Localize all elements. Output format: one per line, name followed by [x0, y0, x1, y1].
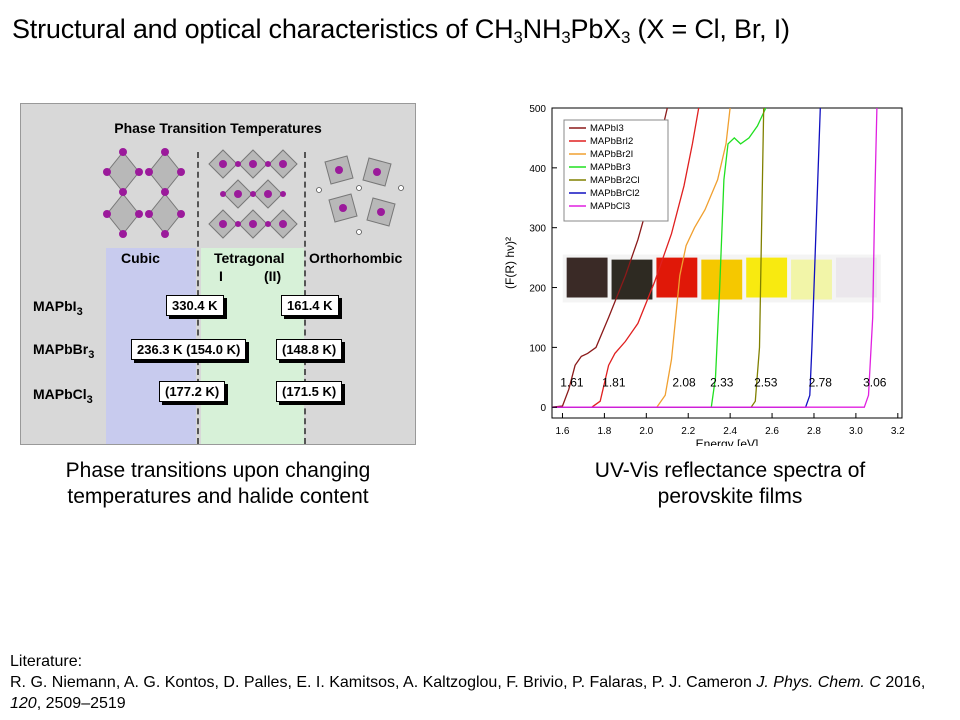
legend-entry: MAPbCl3 [590, 201, 630, 212]
row-label-mapbi3: MAPbI3 [33, 298, 83, 318]
bandgap-annotation: 1.81 [602, 375, 626, 389]
legend-entry: MAPbBr2Cl [590, 175, 640, 186]
film-swatch [566, 257, 608, 298]
right-caption: UV-Vis reflectance spectra of perovskite … [594, 459, 866, 508]
bandgap-annotation: 1.61 [560, 375, 584, 389]
x-tick-label: 2.2 [681, 426, 695, 437]
phase-transition-figure: Phase Transition Temperatures Cubic Tetr… [20, 103, 416, 445]
bandgap-annotation: 2.08 [672, 375, 696, 389]
temp-box-mapbi3-ortho: 161.4 K [281, 295, 339, 316]
row-label-mapbcl3: MAPbCl3 [33, 386, 93, 406]
bandgap-annotation: 2.78 [809, 375, 833, 389]
phase-label-orthorhombic: Orthorhombic [309, 250, 403, 266]
orthorhombic-structure-image [316, 155, 404, 235]
legend-entry: MAPbBrI2 [590, 136, 633, 147]
x-tick-label: 2.8 [807, 426, 821, 437]
y-tick-label: 500 [529, 104, 546, 115]
tetragonal-structure-image [208, 149, 298, 239]
temp-box-mapbcl3-cubic: (177.2 K) [159, 381, 226, 402]
series-line [552, 108, 731, 408]
phase-label-tetragonal: Tetragonal [214, 250, 285, 266]
legend-entry: MAPbBr2I [590, 149, 633, 160]
row-label-mapbbr3: MAPbBr3 [33, 341, 95, 361]
legend-entry: MAPbBr3 [590, 162, 631, 173]
film-swatch [656, 257, 698, 298]
x-tick-label: 1.8 [597, 426, 611, 437]
slide-title: Structural and optical characteristics o… [12, 14, 790, 47]
series-line [552, 108, 878, 408]
bandgap-annotation: 2.33 [710, 375, 734, 389]
temp-box-mapbbr3-ortho: (148.8 K) [276, 339, 343, 360]
film-swatch [746, 257, 788, 298]
y-tick-label: 400 [529, 164, 546, 175]
y-tick-label: 200 [529, 284, 546, 295]
series-line [552, 108, 767, 408]
left-caption: Phase transitions upon changing temperatu… [65, 459, 371, 508]
y-axis-label: (F(R) hν)² [503, 237, 517, 289]
film-swatch [701, 259, 743, 300]
series-line [552, 108, 700, 408]
film-swatch [835, 257, 877, 298]
cubic-structure-image [103, 148, 185, 238]
x-tick-label: 2.0 [639, 426, 653, 437]
y-tick-label: 0 [540, 403, 546, 414]
legend-entry: MAPbBrCl2 [590, 188, 640, 199]
phase-label-tetragonal-ii: (II) [264, 268, 282, 284]
x-tick-label: 2.4 [723, 426, 737, 437]
reflectance-spectra-chart: 1.6 1.8 2.0 2.2 2.4 2.6 2.8 3.0 3.2 0 100 200 300 400… [503, 104, 905, 446]
x-tick-label: 3.2 [891, 426, 905, 437]
temp-box-mapbi3-cubic: 330.4 K [166, 295, 224, 316]
literature-citation: R. G. Niemann, A. G. Kontos, D. Palles, … [10, 674, 926, 712]
x-tick-label: 2.6 [765, 426, 779, 437]
phase-label-cubic: Cubic [121, 250, 160, 266]
y-tick-label: 300 [529, 224, 546, 235]
phase-label-tetragonal-i: I [219, 268, 223, 284]
film-swatch [791, 259, 832, 300]
bandgap-annotation: 2.53 [754, 375, 778, 389]
y-tick-label: 100 [529, 343, 546, 354]
x-axis-label: Energy [eV] [696, 437, 759, 446]
legend-entry: MAPbI3 [590, 123, 624, 134]
literature-label: Literature: [10, 653, 83, 670]
x-tick-label: 1.6 [556, 426, 570, 437]
temp-box-mapbbr3-cubic: 236.3 K (154.0 K) [131, 339, 247, 360]
legend-box [563, 119, 669, 222]
bandgap-annotation: 3.06 [863, 375, 887, 389]
literature-reference: Literature: R. G. Niemann, A. G. Kontos,… [10, 651, 955, 714]
temp-box-mapbcl3-ortho: (171.5 K) [276, 381, 343, 402]
phase-figure-title: Phase Transition Temperatures [114, 120, 322, 136]
x-tick-label: 3.0 [849, 426, 863, 437]
